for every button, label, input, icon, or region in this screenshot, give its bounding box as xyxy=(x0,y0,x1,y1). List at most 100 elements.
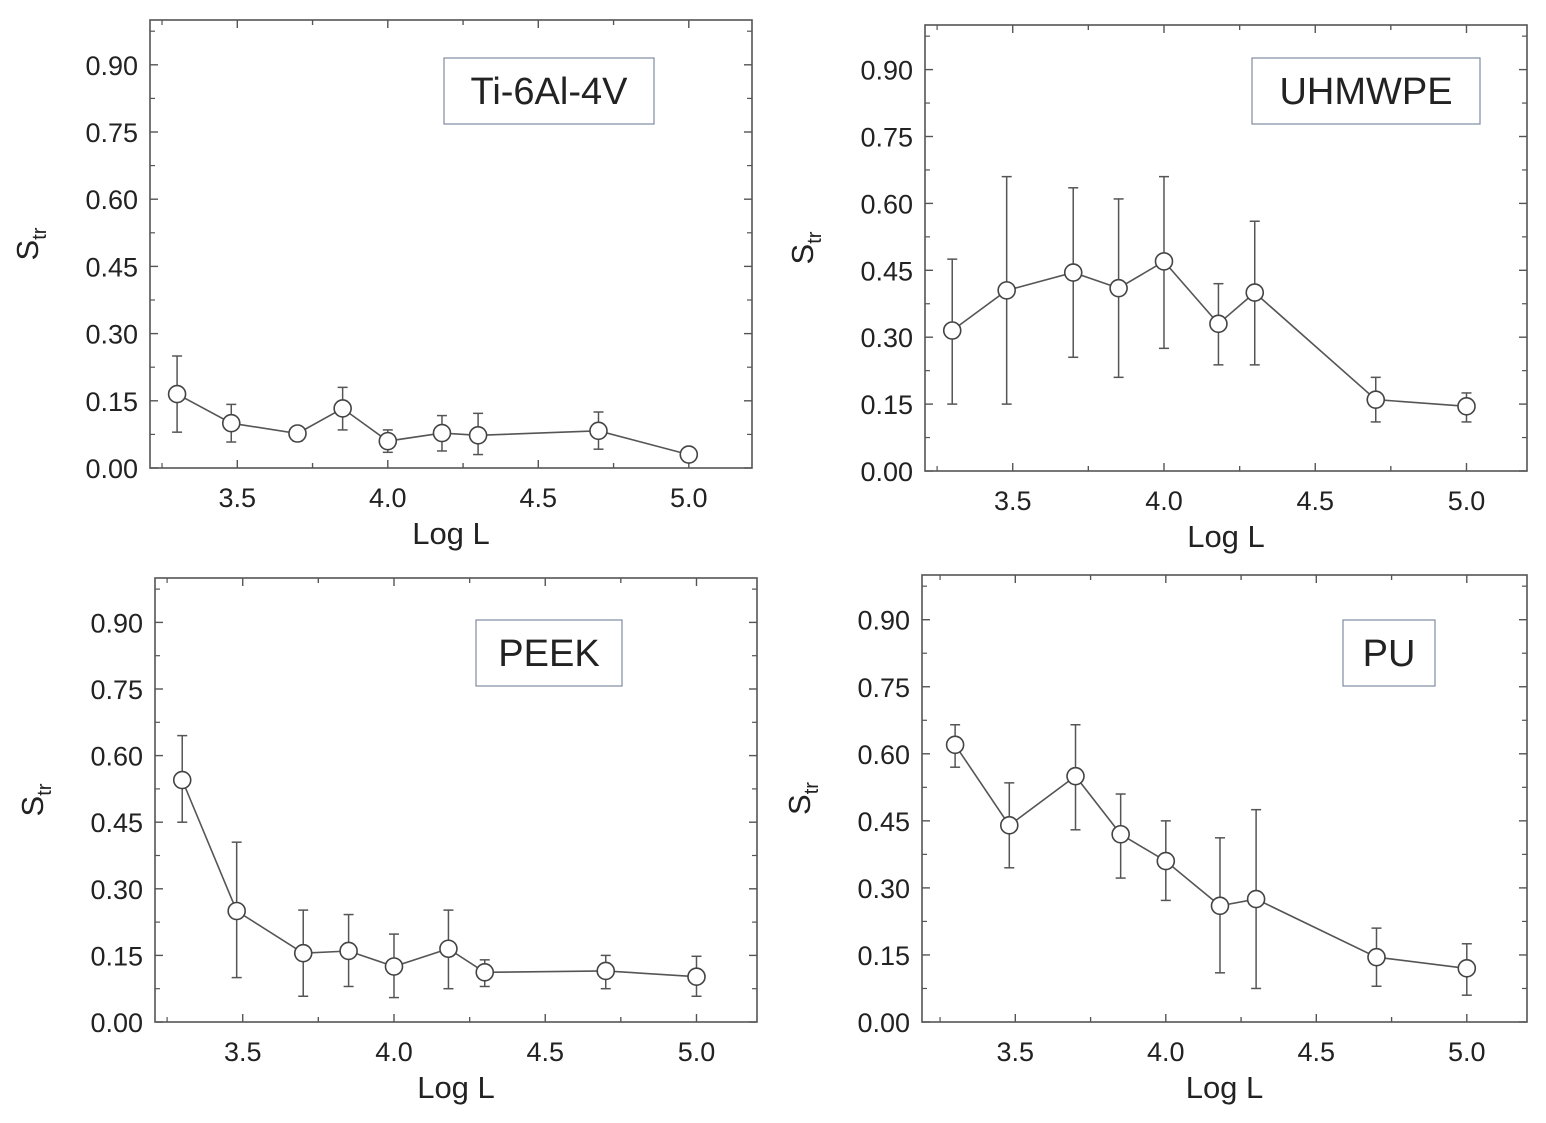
y-tick-label: 0.00 xyxy=(857,1008,910,1038)
data-point xyxy=(997,281,1016,300)
plot-frame xyxy=(149,19,753,469)
data-point xyxy=(687,967,706,987)
data-point xyxy=(1246,889,1266,909)
plot-frame xyxy=(921,574,1528,1023)
y-tick-label: 0.90 xyxy=(85,51,138,81)
y-tick-label: 0.00 xyxy=(85,454,138,484)
data-point xyxy=(1209,314,1228,334)
data-point xyxy=(227,901,246,921)
plot-frame xyxy=(924,24,1528,472)
data-point xyxy=(1066,766,1085,786)
data-point xyxy=(468,425,488,445)
y-tick-label: 0.90 xyxy=(857,606,910,636)
x-tick-label: 3.5 xyxy=(219,483,257,513)
y-tick-label: 0.45 xyxy=(90,808,143,838)
series-line xyxy=(954,744,1467,970)
data-point xyxy=(945,735,965,755)
y-tick-label: 0.30 xyxy=(860,323,913,353)
data-point xyxy=(439,939,458,959)
data-point xyxy=(378,431,398,451)
x-tick-label: 5.0 xyxy=(670,483,708,513)
x-tick-label: 3.5 xyxy=(997,1037,1035,1067)
chart-panel-0: 0.00 0.15 0.30 0.45 0.60 0.75 0.90 3.5 4.0 4.5 5.0… xyxy=(10,19,753,551)
y-axis-title: Str xyxy=(785,231,826,264)
data-point xyxy=(1111,824,1130,844)
x-tick-label: 5.0 xyxy=(1448,486,1486,516)
data-point xyxy=(1367,947,1386,967)
x-tick-label: 5.0 xyxy=(1448,1037,1486,1067)
y-tick-label: 0.30 xyxy=(857,874,910,904)
data-point xyxy=(596,961,616,981)
plot-frame xyxy=(154,577,758,1023)
x-tick-label: 4.5 xyxy=(526,1037,564,1067)
y-axis-title: Str xyxy=(10,227,51,260)
chart-panel-1: 0.00 0.15 0.30 0.45 0.60 0.75 0.90 3.5 4.0 4.5 5.0… xyxy=(785,24,1528,554)
x-axis-title: Log L xyxy=(1187,519,1265,554)
y-tick-label: 0.90 xyxy=(860,56,913,86)
x-tick-label: 4.5 xyxy=(520,483,558,513)
y-tick-label: 0.60 xyxy=(85,185,138,215)
data-point xyxy=(679,445,699,464)
data-point xyxy=(942,321,962,340)
data-point xyxy=(293,943,313,963)
y-tick-label: 0.00 xyxy=(860,457,913,487)
y-tick-label: 0.15 xyxy=(90,941,143,971)
x-tick-label: 4.0 xyxy=(375,1037,413,1067)
y-tick-label: 0.60 xyxy=(857,740,910,770)
y-tick-label: 0.75 xyxy=(85,118,138,148)
material-label: Ti-6Al-4V xyxy=(471,71,629,113)
y-tick-label: 0.75 xyxy=(860,123,913,153)
x-tick-label: 4.0 xyxy=(1147,1037,1185,1067)
data-point xyxy=(1109,278,1128,298)
x-axis-title: Log L xyxy=(417,1070,495,1105)
y-tick-label: 0.45 xyxy=(860,256,913,286)
data-point xyxy=(1245,283,1265,302)
data-point xyxy=(339,941,358,961)
y-axis-title-main: S xyxy=(10,240,45,261)
chart-panel-2: 0.00 0.15 0.30 0.45 0.60 0.75 0.90 3.5 4.0 4.5 5.0… xyxy=(15,577,758,1105)
y-axis-title: Str xyxy=(782,782,823,815)
data-point xyxy=(999,816,1019,835)
data-point xyxy=(1457,959,1477,978)
x-tick-label: 4.5 xyxy=(1298,1037,1336,1067)
data-point xyxy=(1210,896,1230,916)
data-point xyxy=(432,423,452,443)
y-tick-label: 0.60 xyxy=(90,742,143,772)
data-point xyxy=(1457,397,1476,416)
y-tick-label: 0.45 xyxy=(85,252,138,282)
y-tick-label: 0.60 xyxy=(860,189,913,219)
material-label-box xyxy=(1251,57,1481,125)
y-tick-label: 0.75 xyxy=(90,675,143,705)
y-tick-label: 0.15 xyxy=(857,941,910,971)
y-axis-title-subscript: tr xyxy=(804,231,826,244)
x-tick-label: 4.0 xyxy=(1145,486,1183,516)
x-axis-title: Log L xyxy=(1186,1070,1264,1105)
data-point xyxy=(333,399,352,418)
x-axis-title: Log L xyxy=(412,516,490,551)
material-label: PEEK xyxy=(498,633,599,675)
material-label-box xyxy=(475,619,623,687)
y-tick-label: 0.30 xyxy=(85,320,138,350)
y-tick-label: 0.75 xyxy=(857,673,910,703)
data-point xyxy=(589,421,608,441)
x-tick-label: 3.5 xyxy=(224,1037,262,1067)
y-tick-label: 0.30 xyxy=(90,875,143,905)
y-axis-title-main: S xyxy=(15,796,50,817)
y-axis-title-main: S xyxy=(782,794,817,815)
material-label-box xyxy=(443,57,655,125)
chart-panel-3: 0.00 0.15 0.30 0.45 0.60 0.75 0.90 3.5 4.0 4.5 5.0… xyxy=(782,574,1528,1105)
data-point xyxy=(167,384,187,404)
y-axis-title-subscript: tr xyxy=(801,782,823,795)
data-point xyxy=(384,957,404,976)
y-axis-title-subscript: tr xyxy=(29,227,51,240)
y-tick-label: 0.15 xyxy=(85,387,138,417)
y-tick-label: 0.15 xyxy=(860,390,913,420)
y-axis-title: Str xyxy=(15,783,56,816)
data-point xyxy=(1063,263,1083,282)
data-point xyxy=(288,424,307,443)
data-point xyxy=(1366,390,1386,409)
data-point xyxy=(172,770,192,790)
material-label: PU xyxy=(1363,633,1416,675)
data-point xyxy=(1156,851,1176,871)
y-tick-label: 0.45 xyxy=(857,807,910,837)
